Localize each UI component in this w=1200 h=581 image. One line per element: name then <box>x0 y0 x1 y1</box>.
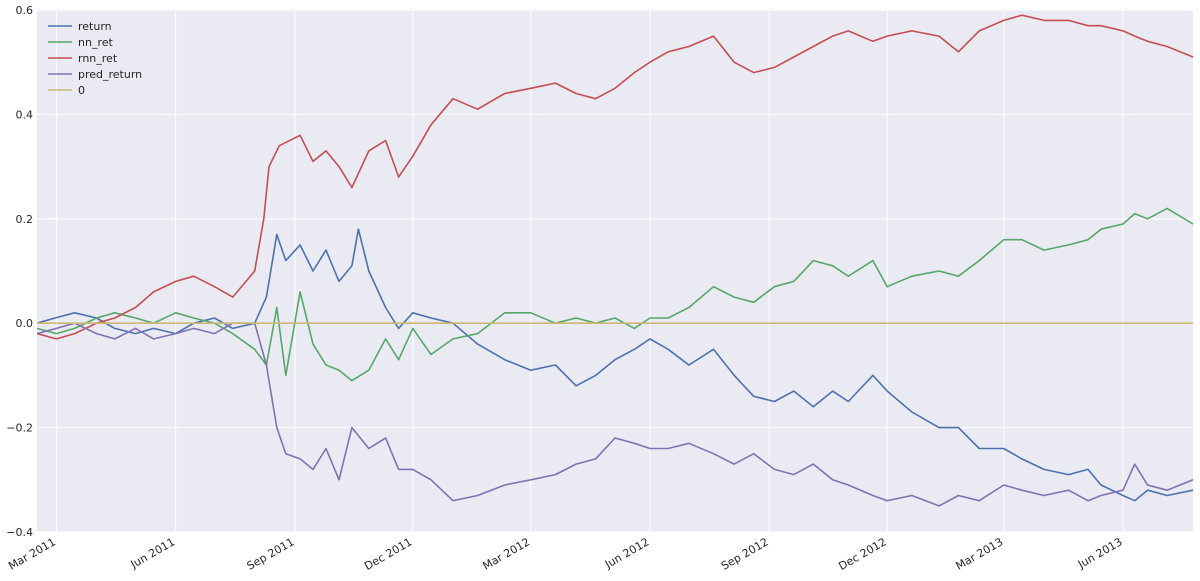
x-tick-label: Mar 2013 <box>954 535 1006 572</box>
x-tick-label: Sep 2012 <box>719 535 771 572</box>
legend-entry: return <box>78 20 112 33</box>
x-tick-label: Dec 2012 <box>836 535 888 573</box>
x-tick-label: Mar 2012 <box>481 535 533 572</box>
x-tick-label: Jun 2011 <box>128 535 178 571</box>
series-lines <box>36 14 1194 507</box>
y-axis-ticks: 0.6 0.4 0.2 0.0 −0.2 −0.4 <box>6 4 33 539</box>
y-tick-label: 0.4 <box>16 108 34 121</box>
grid-lines <box>37 9 1193 533</box>
legend-entry: 0 <box>78 84 85 97</box>
legend: return nn_ret rnn_ret pred_return 0 <box>48 20 142 97</box>
legend-entry: pred_return <box>78 68 142 81</box>
series-line-return <box>36 228 1194 502</box>
y-tick-label: −0.2 <box>6 422 33 435</box>
x-tick-label: Jun 2012 <box>602 535 652 571</box>
y-tick-label: 0.6 <box>16 4 34 17</box>
y-tick-label: −0.4 <box>6 526 33 539</box>
x-tick-label: Mar 2011 <box>6 535 58 572</box>
series-line-rnn-ret <box>36 14 1194 340</box>
x-tick-label: Dec 2011 <box>362 535 414 573</box>
series-line-nn-ret <box>36 207 1194 382</box>
y-tick-label: 0.0 <box>16 317 34 330</box>
x-tick-label: Jun 2013 <box>1075 535 1125 571</box>
legend-entry: rnn_ret <box>78 52 118 65</box>
y-tick-label: 0.2 <box>16 213 34 226</box>
x-axis-ticks: Mar 2011 Jun 2011 Sep 2011 Dec 2011 Mar 2012… <box>6 535 1124 573</box>
x-tick-label: Sep 2011 <box>245 535 297 572</box>
legend-entry: nn_ret <box>78 36 113 49</box>
plot-background <box>37 10 1193 532</box>
